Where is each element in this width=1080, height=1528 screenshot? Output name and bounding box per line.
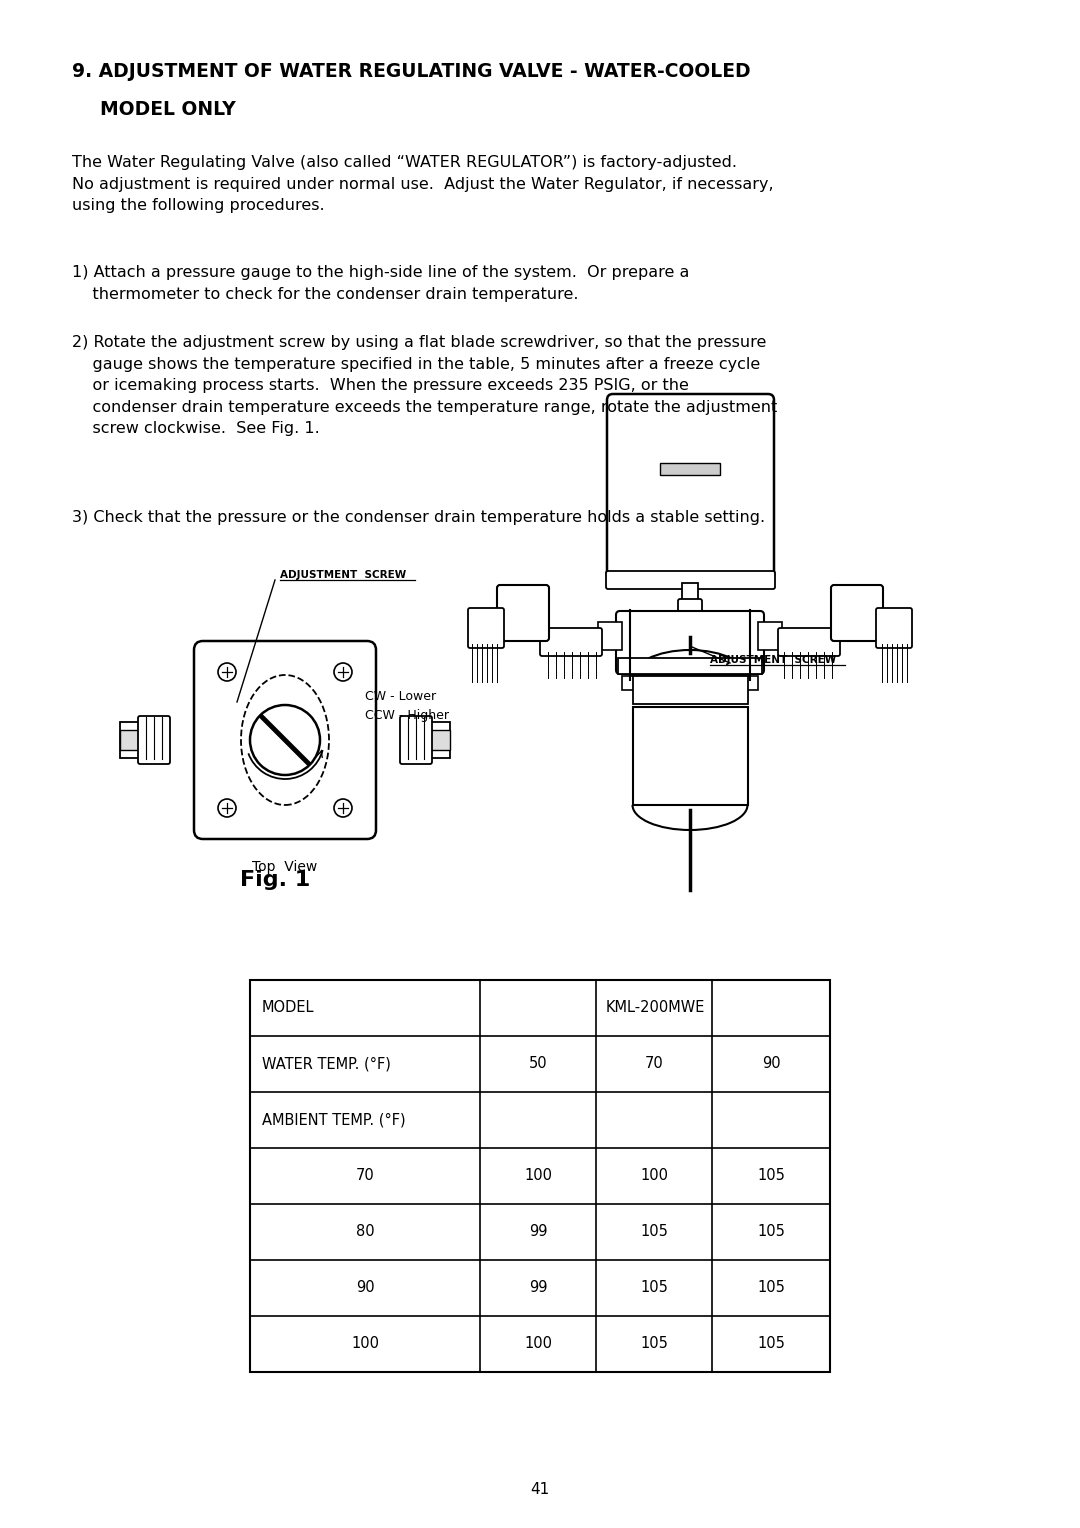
Text: 100: 100 — [351, 1337, 379, 1351]
Bar — [120, 723, 152, 758]
Text: 105: 105 — [757, 1224, 785, 1239]
Text: 1) Attach a pressure gauge to the high-side line of the system.  Or prepare a
  : 1) Attach a pressure gauge to the high-s… — [72, 264, 689, 301]
Bar — [622, 675, 758, 691]
Text: 105: 105 — [757, 1337, 785, 1351]
Text: ADJUSTMENT  SCREW: ADJUSTMENT SCREW — [280, 570, 406, 581]
FancyBboxPatch shape — [497, 585, 549, 642]
Text: 50: 50 — [529, 1056, 548, 1071]
Text: Top  View: Top View — [253, 860, 318, 874]
Circle shape — [249, 704, 320, 775]
FancyBboxPatch shape — [194, 642, 376, 839]
Text: CW - Lower
CCW - Higher: CW - Lower CCW - Higher — [365, 691, 449, 721]
Text: 105: 105 — [640, 1224, 667, 1239]
Text: 100: 100 — [524, 1169, 552, 1184]
Circle shape — [218, 663, 237, 681]
Bar — [660, 463, 720, 475]
Text: ADJUSTMENT  SCREW: ADJUSTMENT SCREW — [710, 656, 836, 665]
Circle shape — [218, 799, 237, 817]
FancyBboxPatch shape — [138, 717, 170, 764]
Circle shape — [334, 663, 352, 681]
FancyBboxPatch shape — [606, 571, 775, 588]
FancyBboxPatch shape — [607, 394, 774, 581]
Circle shape — [334, 799, 352, 817]
Text: 90: 90 — [761, 1056, 781, 1071]
Text: MODEL ONLY: MODEL ONLY — [100, 99, 235, 119]
Text: AMBIENT TEMP. (°F): AMBIENT TEMP. (°F) — [262, 1112, 406, 1128]
Bar — [758, 622, 782, 649]
Bar — [249, 979, 831, 1372]
Bar — [633, 707, 748, 805]
Bar — [120, 730, 152, 750]
Text: WATER TEMP. (°F): WATER TEMP. (°F) — [262, 1056, 391, 1071]
FancyBboxPatch shape — [540, 628, 602, 656]
FancyBboxPatch shape — [400, 717, 432, 764]
Text: 2) Rotate the adjustment screw by using a flat blade screwdriver, so that the pr: 2) Rotate the adjustment screw by using … — [72, 335, 778, 437]
Text: 105: 105 — [640, 1280, 667, 1296]
Text: 41: 41 — [530, 1482, 550, 1497]
Text: The Water Regulating Valve (also called “WATER REGULATOR”) is factory-adjusted.
: The Water Regulating Valve (also called … — [72, 154, 773, 214]
Bar — [681, 584, 698, 601]
Text: 9. ADJUSTMENT OF WATER REGULATING VALVE - WATER-COOLED: 9. ADJUSTMENT OF WATER REGULATING VALVE … — [72, 63, 751, 81]
Text: Fig. 1: Fig. 1 — [240, 869, 310, 889]
Text: MODEL: MODEL — [262, 1001, 314, 1016]
Text: KML-200MWE: KML-200MWE — [605, 1001, 704, 1016]
Text: 99: 99 — [529, 1224, 548, 1239]
Text: 70: 70 — [645, 1056, 663, 1071]
Text: 100: 100 — [640, 1169, 669, 1184]
Text: 105: 105 — [640, 1337, 667, 1351]
Bar — [633, 675, 748, 704]
Text: 99: 99 — [529, 1280, 548, 1296]
Text: 3) Check that the pressure or the condenser drain temperature holds a stable set: 3) Check that the pressure or the conden… — [72, 510, 765, 526]
Text: 80: 80 — [355, 1224, 375, 1239]
Text: 100: 100 — [524, 1337, 552, 1351]
Bar — [618, 659, 762, 674]
FancyBboxPatch shape — [678, 599, 702, 620]
FancyBboxPatch shape — [876, 608, 912, 648]
Text: 90: 90 — [355, 1280, 375, 1296]
FancyBboxPatch shape — [778, 628, 840, 656]
Text: 105: 105 — [757, 1280, 785, 1296]
Text: 105: 105 — [757, 1169, 785, 1184]
Bar — [418, 723, 450, 758]
Text: 70: 70 — [355, 1169, 375, 1184]
Bar — [418, 730, 450, 750]
FancyBboxPatch shape — [468, 608, 504, 648]
FancyBboxPatch shape — [831, 585, 883, 642]
FancyBboxPatch shape — [616, 611, 764, 674]
Bar — [598, 622, 622, 649]
